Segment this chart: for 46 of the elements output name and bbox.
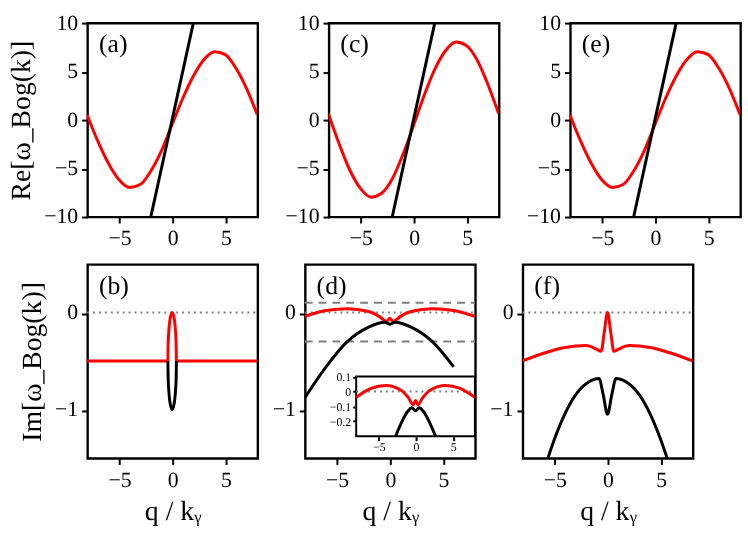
x-tick-label: 5: [220, 227, 233, 252]
x-tick-label: −5: [591, 227, 616, 252]
annotation: (a): [98, 30, 128, 59]
x-tick-label: −5: [108, 227, 133, 252]
y-tick-label: −10: [285, 205, 321, 230]
y-tick-label: 10: [56, 11, 80, 36]
annotation: (d): [316, 271, 347, 300]
x-tick-label: 5: [656, 468, 669, 493]
x-tick-label: 0: [409, 227, 422, 252]
x-tick-label: 0: [603, 468, 616, 493]
x-tick-label: 0: [650, 227, 663, 252]
y-tick-label: −10: [44, 205, 80, 230]
y-tick-label: 5: [67, 60, 80, 85]
x-tick-label: 5: [703, 227, 716, 252]
x-axis-title: q / kᵧ: [580, 496, 638, 527]
y-tick-label: 0: [67, 108, 80, 133]
y-tick-label: 0: [308, 108, 321, 133]
x-tick-label: 0: [167, 468, 180, 493]
y-tick-label: 5: [550, 60, 563, 85]
x-tick-label: 0: [385, 468, 398, 493]
y-tick-label: 0: [67, 301, 80, 326]
x-tick-label: 5: [438, 468, 451, 493]
y-tick-label: −1: [490, 398, 514, 423]
y-tick-label: 0: [284, 301, 297, 326]
annotation: (b): [98, 271, 129, 300]
x-tick-label: 5: [462, 227, 475, 252]
y-tick-label: −10: [526, 205, 563, 230]
x-tick-label: 5: [220, 468, 233, 493]
y-tick-label: −5: [537, 156, 563, 181]
y-tick-label: −1: [272, 398, 296, 423]
y-tick-label: 10: [297, 11, 321, 36]
y-tick-label: 0: [550, 108, 563, 133]
x-tick-label: 0: [167, 227, 180, 252]
x-tick-label: −5: [108, 468, 133, 493]
y-axis-title: Im[ω_Bog(k)]: [17, 282, 48, 442]
x-axis-title: q / kᵧ: [362, 496, 420, 527]
y-tick-label: 10: [539, 11, 563, 36]
y-tick-label: −1: [55, 398, 79, 423]
y-tick-label: 5: [308, 60, 321, 85]
y-tick-label: −5: [296, 156, 321, 181]
x-axis-title: q / kᵧ: [144, 496, 203, 527]
annotation: (c): [340, 30, 369, 59]
y-axis-title: Re[ω_Bog(k)]: [6, 40, 37, 201]
annotation: (e): [581, 30, 611, 59]
annotation: (f): [534, 271, 560, 300]
y-tick-label: −5: [55, 156, 80, 181]
